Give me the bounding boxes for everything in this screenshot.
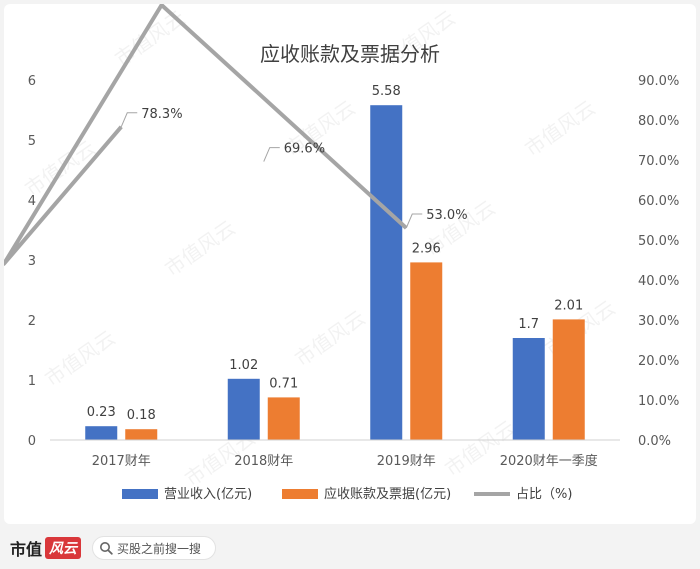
right-axis: 0.0% 10.0% 20.0% 30.0% 40.0% 50.0% 60.0% 70.0% 8… [638,74,679,449]
line-label-1: 69.6% [284,142,325,157]
chart-title: 应收账款及票据分析 [260,42,440,66]
bar-1-1 [267,397,300,440]
footer: 市值 风云 买股之前搜一搜 [0,528,700,569]
bar-label-0-3: 1.7 [518,317,539,332]
left-tick-4: 4 [28,194,36,209]
line-leader-1 [263,147,280,162]
bar-label-0-1: 1.02 [229,358,258,373]
right-tick-5: 50.0% [638,234,679,249]
category-label-2: 2019财年 [377,454,436,469]
line-leader-0 [120,112,138,127]
line-label-0: 78.3% [141,107,182,122]
line-layer: 78.3% 69.6% 53.0% [2,3,468,266]
bar-0-0 [85,426,118,440]
left-tick-5: 5 [28,134,36,149]
bar-1-0 [125,429,158,440]
legend-label-1: 应收账款及票据(亿元) [324,486,451,502]
right-tick-8: 80.0% [638,114,679,129]
bar-1-2 [410,262,443,440]
bar-label-1-3: 2.01 [554,298,583,313]
watermark-7: 市值风云 [40,325,119,391]
search-box[interactable]: 买股之前搜一搜 [92,536,216,560]
search-icon [100,542,113,555]
line-leader-2 [405,213,423,229]
right-tick-3: 30.0% [638,314,679,329]
left-tick-0: 0 [28,434,36,449]
watermark-4: 市值风云 [520,95,599,161]
legend-swatch-0 [122,489,158,499]
left-tick-1: 1 [28,374,36,389]
left-tick-2: 2 [28,314,36,329]
right-tick-1: 10.0% [638,394,679,409]
right-tick-7: 70.0% [638,154,679,169]
legend-swatch-1 [282,489,318,499]
bar-label-0-2: 5.58 [372,84,401,99]
chart-card: 市值风云 市值风云 市值风云 市值风云 市值风云 市值风云 市值风云 市值风云 市值风云 市值风云… [2,3,696,524]
brand-text: 市值 [10,540,43,559]
right-tick-9: 90.0% [638,74,679,89]
bar-0-2 [370,105,403,440]
brand-logo: 市值 风云 [10,536,82,560]
right-tick-6: 60.0% [638,194,679,209]
bar-label-1-2: 2.96 [412,241,441,256]
right-tick-2: 20.0% [638,354,679,369]
brand-badge: 风云 [45,537,82,559]
watermark-8: 市值风云 [290,305,369,371]
bar-0-3 [512,338,545,440]
search-placeholder: 买股之前搜一搜 [117,541,202,556]
left-tick-6: 6 [28,74,36,89]
x-axis: 2017财年 2018财年 2019财年 2020财年一季度 [92,453,598,469]
legend: 营业收入(亿元) 应收账款及票据(亿元) 占比（%) [122,486,572,502]
bar-label-0-0: 0.23 [87,405,116,420]
bar-0-1 [227,378,260,440]
right-tick-4: 40.0% [638,274,679,289]
bar-label-1-0: 0.18 [127,408,156,423]
right-tick-0: 0.0% [638,434,671,449]
watermark-11: 市值风云 [440,415,519,481]
legend-label-2: 占比（%) [516,487,572,502]
category-label-0: 2017财年 [92,454,151,469]
legend-label-0: 营业收入(亿元) [164,487,252,502]
left-axis: 0 1 2 3 4 5 6 [28,74,36,449]
bar-layer: 0.23 0.18 1.02 0.71 5.58 2.96 1.7 2.01 [50,84,620,441]
category-label-3: 2020财年一季度 [500,453,598,469]
watermark-0: 市值风云 [110,5,189,71]
bar-1-3 [552,319,585,440]
left-tick-3: 3 [28,254,36,269]
watermark-5: 市值风云 [160,215,239,281]
bar-label-1-1: 0.71 [269,376,298,391]
line-series [2,3,408,266]
category-label-1: 2018财年 [234,454,293,469]
line-label-2: 53.0% [426,208,467,223]
